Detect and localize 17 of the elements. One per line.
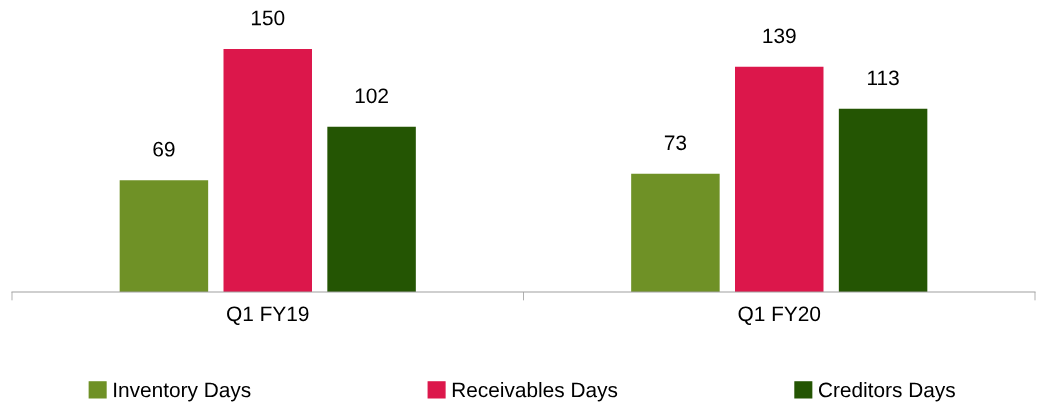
legend-label: Inventory Days: [114, 382, 251, 402]
data-label: 73: [664, 135, 687, 151]
bar: [223, 48, 312, 292]
legend-label: Receivables Days: [452, 381, 618, 402]
bar: [838, 108, 928, 292]
legend-label: Creditors Days: [818, 381, 955, 402]
data-label: 69: [153, 141, 175, 157]
x-tick-label: Q1 FY19: [227, 306, 309, 325]
bar: [119, 180, 209, 292]
data-label: 113: [868, 70, 899, 86]
x-tick-label: Q1 FY20: [738, 306, 821, 325]
data-label: 102: [355, 88, 388, 104]
bar: [631, 173, 720, 292]
bar: [735, 66, 824, 292]
bar: [327, 126, 416, 292]
data-label: 150: [251, 10, 285, 26]
data-label: 139: [763, 28, 796, 44]
